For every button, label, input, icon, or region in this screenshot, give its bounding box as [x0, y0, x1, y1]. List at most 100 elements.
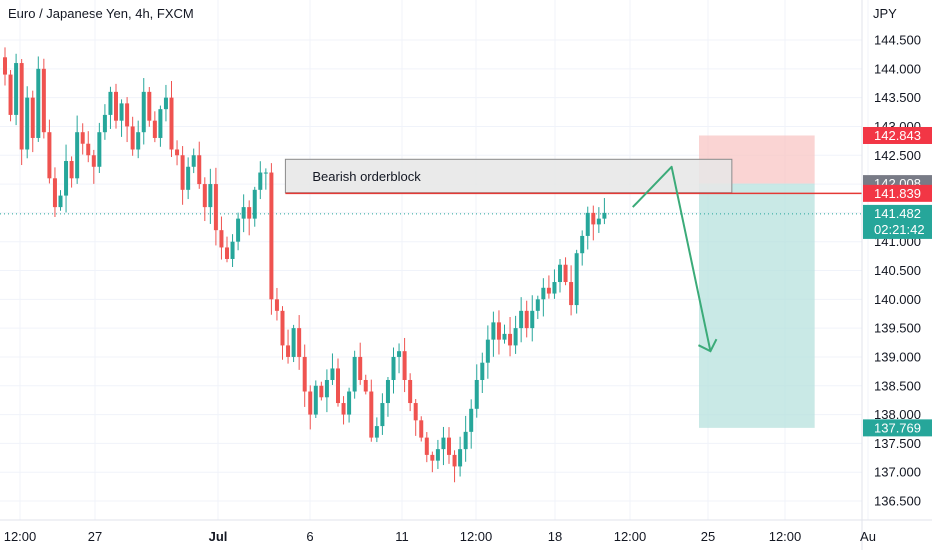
candle-body: [558, 264, 562, 283]
candle-body: [186, 166, 191, 190]
price-badge: [863, 184, 932, 202]
candle-body: [180, 155, 185, 190]
candle: [474, 364, 479, 418]
candle: [419, 416, 424, 442]
candle-body: [30, 97, 35, 138]
currency-label: JPY: [873, 6, 897, 21]
candle-body: [546, 287, 551, 294]
price-badge-text: 141.482: [874, 206, 921, 221]
candle: [513, 315, 518, 354]
candle-body: [480, 362, 485, 380]
candle-body: [413, 403, 418, 421]
candle: [152, 111, 157, 143]
candle: [102, 104, 107, 140]
price-badge: [863, 204, 932, 239]
candle: [114, 83, 118, 129]
candle-body: [496, 322, 501, 340]
candle-body: [197, 155, 202, 185]
candle-body: [585, 212, 590, 236]
candle: [347, 387, 352, 423]
candle: [119, 99, 124, 137]
candle-body: [430, 454, 435, 461]
candle: [469, 399, 474, 449]
price-badge-text: 137.769: [874, 420, 921, 435]
candle-body: [452, 454, 457, 467]
candle: [286, 329, 291, 364]
time-tick-label: 12:00: [460, 529, 493, 544]
candle-body: [141, 91, 146, 133]
candle: [75, 115, 80, 184]
candle-body: [463, 431, 468, 450]
candle-body: [241, 207, 246, 219]
price-tick-label: 138.000: [874, 407, 921, 422]
candle: [524, 300, 529, 338]
candle-body: [8, 74, 13, 115]
candle: [274, 287, 279, 321]
candle-body: [25, 97, 30, 150]
candle: [236, 212, 241, 251]
candle-body: [385, 379, 390, 404]
time-tick-label: Au: [860, 529, 876, 544]
candle: [69, 156, 74, 188]
candle: [341, 396, 346, 425]
candle: [52, 167, 57, 218]
candle-body: [524, 310, 529, 329]
candle: [430, 451, 435, 473]
candle-body: [158, 109, 163, 138]
candle: [208, 168, 213, 224]
candle: [580, 230, 585, 266]
candle: [125, 97, 130, 143]
candle: [91, 149, 96, 184]
candle: [546, 275, 551, 299]
orderblock-label: Bearish orderblock: [312, 169, 421, 184]
price-tick-label: 137.000: [874, 465, 921, 480]
candle: [358, 342, 363, 385]
candle: [330, 353, 335, 385]
candle: [169, 80, 174, 158]
price-tick-label: 140.000: [874, 292, 921, 307]
candle-body: [596, 218, 601, 225]
candle: [508, 316, 513, 357]
candle-body: [447, 437, 451, 455]
candle: [269, 163, 274, 315]
projection-arrow: [632, 165, 712, 352]
price-badge: [863, 419, 932, 437]
candle-body: [47, 132, 52, 179]
candle-body: [530, 310, 535, 329]
time-axis: 12:00 27 Jul 6 11 12:00 18 12:00 25 12:00 Au: [0, 519, 932, 544]
candle-body: [136, 132, 141, 150]
candle-body: [508, 333, 513, 346]
candle-body: [269, 172, 274, 300]
candle-body: [408, 379, 413, 404]
price-tick-label: 136.500: [874, 494, 921, 509]
price-tick-label: 143.500: [874, 90, 921, 105]
candle-body: [219, 230, 224, 248]
candle: [158, 105, 163, 147]
candle: [519, 297, 524, 343]
candle: [369, 379, 374, 442]
candle-body: [352, 356, 357, 392]
candle-body: [19, 63, 24, 150]
candle-body: [280, 310, 285, 346]
candle: [180, 146, 185, 205]
candle: [452, 450, 457, 483]
price-tick-label: 139.000: [874, 349, 921, 364]
candle: [14, 53, 19, 126]
candle-body: [435, 449, 440, 461]
candle-body: [363, 379, 368, 392]
candle: [252, 186, 257, 227]
candle-body: [41, 68, 46, 133]
candle: [80, 123, 85, 155]
candle: [86, 131, 91, 163]
price-tick-label: 139.500: [874, 321, 921, 336]
candle-body: [191, 155, 196, 167]
candle-body: [324, 379, 329, 398]
price-tick-label: 142.500: [874, 148, 921, 163]
candle: [424, 432, 429, 463]
candle: [247, 200, 252, 236]
candle: [230, 234, 235, 268]
candle: [408, 373, 413, 412]
chart-title: Euro / Japanese Yen, 4h, FXCM: [8, 6, 194, 21]
price-tick-label: 144.000: [874, 61, 921, 76]
